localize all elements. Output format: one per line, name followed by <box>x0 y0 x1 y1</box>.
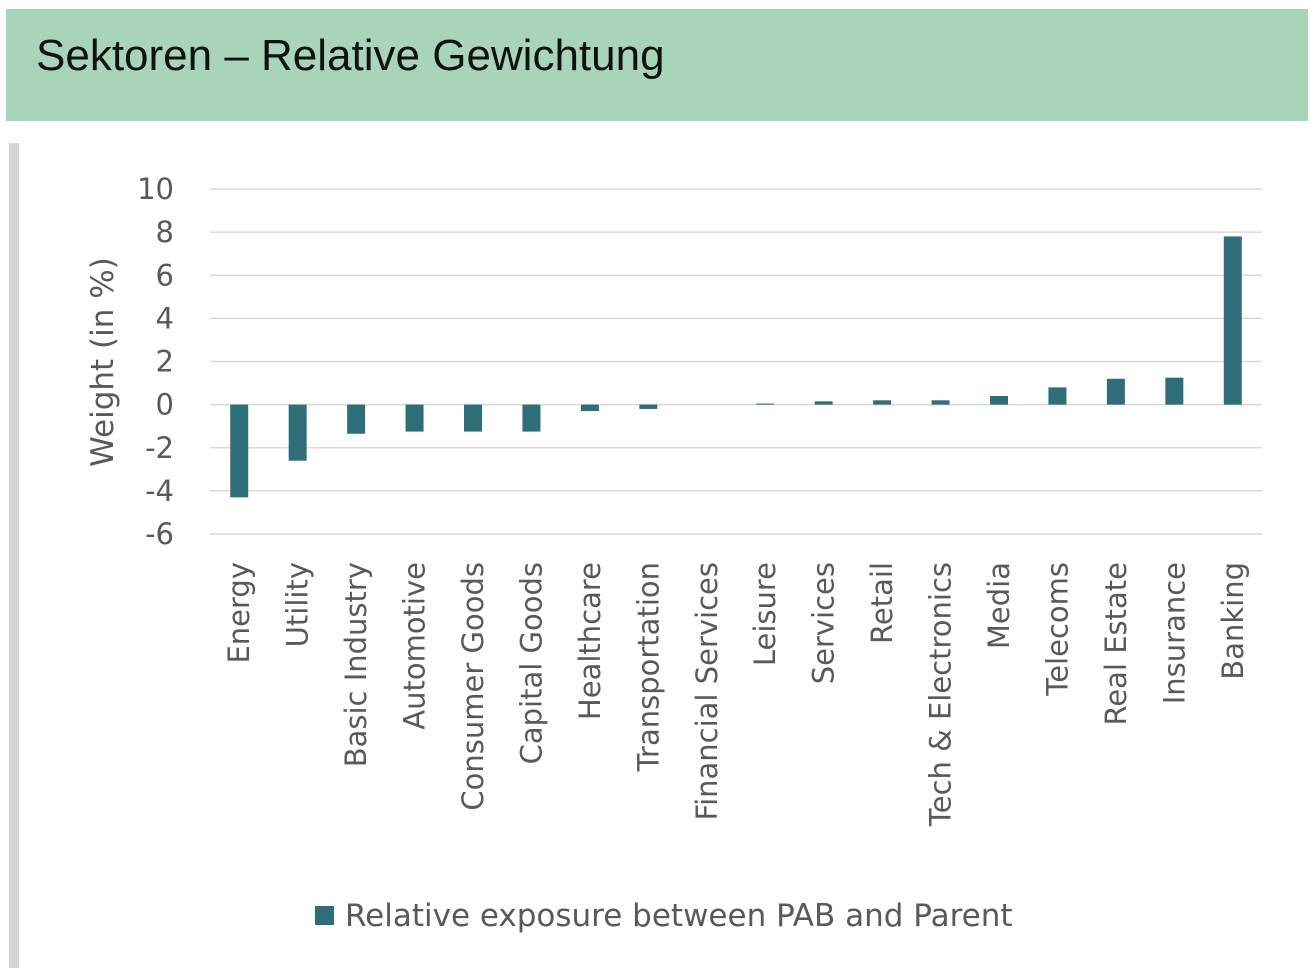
bar-real-estate <box>1106 378 1125 405</box>
bar-tech-electronics <box>931 400 950 405</box>
bar-leisure <box>756 403 775 405</box>
bar-insurance <box>1165 377 1184 405</box>
x-tick-label: Automotive <box>398 562 432 730</box>
legend: Relative exposure between PAB and Parent <box>315 898 1013 934</box>
y-tick-label: -2 <box>145 431 174 465</box>
gridlines <box>210 188 1262 535</box>
bar-media <box>990 396 1008 405</box>
x-tick-label: Insurance <box>1157 562 1191 704</box>
bar-services <box>814 401 833 405</box>
x-tick-label: Healthcare <box>573 562 607 720</box>
bar-basic-industry <box>347 404 366 434</box>
y-axis-ticks: -6 -4 -2 0 2 4 6 8 10 <box>137 172 174 551</box>
x-tick-label: Capital Goods <box>514 562 548 764</box>
x-tick-label: Banking <box>1216 562 1250 680</box>
bar-healthcare <box>580 404 599 412</box>
x-tick-label: Media <box>982 562 1016 649</box>
x-tick-label: Transportation <box>631 562 665 772</box>
page-title: Sektoren – Relative Gewichtung <box>36 31 665 80</box>
bar-capital-goods <box>522 404 541 432</box>
y-axis-label: Weight (in %) <box>85 257 121 467</box>
bar-series <box>230 236 1242 498</box>
bar-banking <box>1223 236 1242 405</box>
y-tick-label: 2 <box>156 345 174 379</box>
legend-label: Relative exposure between PAB and Parent <box>345 898 1013 934</box>
x-tick-label: Financial Services <box>690 562 724 821</box>
y-tick-label: 10 <box>137 172 174 206</box>
bar-automotive <box>405 404 424 432</box>
y-tick-label: -6 <box>145 517 174 551</box>
x-tick-label: Retail <box>865 562 899 644</box>
y-tick-label: -4 <box>145 474 174 508</box>
left-divider <box>9 143 19 968</box>
x-tick-label: Consumer Goods <box>456 562 490 811</box>
x-tick-label: Real Estate <box>1099 562 1133 726</box>
bar-transportation <box>639 404 658 409</box>
x-tick-label: Leisure <box>748 562 782 666</box>
y-tick-label: 4 <box>156 301 174 335</box>
x-tick-label: Telecoms <box>1040 562 1074 697</box>
x-tick-label: Utility <box>281 562 315 647</box>
x-axis-ticks: Energy Utility Basic Industry Automotive Con… <box>222 562 1250 827</box>
x-tick-label: Services <box>807 562 841 684</box>
y-tick-label: 0 <box>156 388 174 422</box>
y-tick-label: 6 <box>156 258 174 292</box>
bar-utility <box>288 404 307 461</box>
bar-energy <box>230 404 249 498</box>
x-tick-label: Tech & Electronics <box>924 562 958 827</box>
legend-swatch <box>315 906 334 925</box>
x-tick-label: Basic Industry <box>339 562 373 767</box>
bar-consumer-goods <box>464 404 482 432</box>
bar-retail <box>873 400 892 405</box>
x-tick-label: Energy <box>222 562 256 664</box>
title-banner: Sektoren – Relative Gewichtung <box>6 9 1308 121</box>
y-tick-label: 8 <box>156 215 174 249</box>
bar-telecoms <box>1048 387 1067 405</box>
